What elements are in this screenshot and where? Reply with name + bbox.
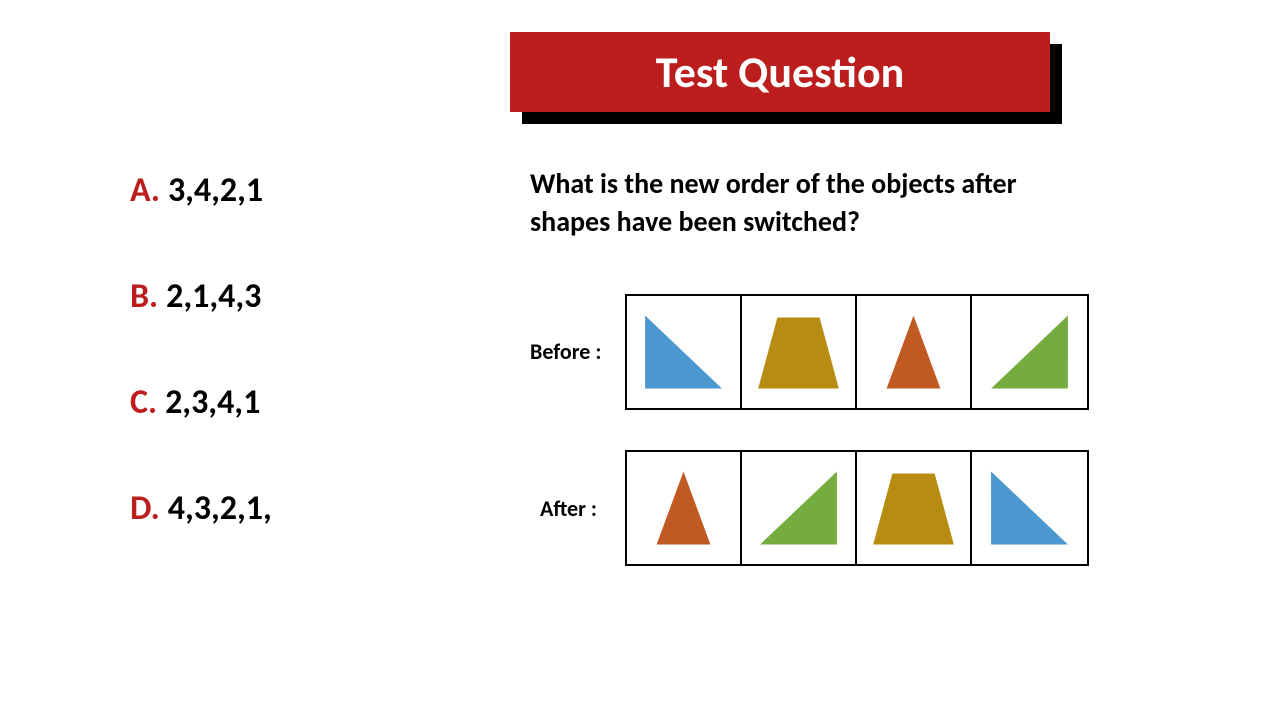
option-letter: D. (130, 488, 160, 529)
shape-cell (857, 452, 972, 564)
option-letter: B. (130, 276, 158, 317)
slide-root: { "title": { "text": "Test Question", "b… (0, 0, 1280, 720)
answer-option[interactable]: C.2,3,4,1 (130, 382, 272, 423)
shape-cell (627, 296, 742, 408)
shape-cell (742, 452, 857, 564)
triangle-right-blue-icon (980, 460, 1079, 556)
title-banner: Test Question (510, 32, 1050, 112)
answer-option[interactable]: D.4,3,2,1, (130, 488, 272, 529)
shape-cell (627, 452, 742, 564)
trapezoid-olive-icon (864, 460, 963, 556)
shape-cell (742, 296, 857, 408)
option-text: 2,3,4,1 (165, 382, 260, 423)
triangle-left-green-icon (980, 304, 1079, 400)
triangle-left-green-icon (749, 460, 848, 556)
after-shape-row (625, 450, 1089, 566)
after-label: After : (540, 495, 597, 522)
option-text: 2,1,4,3 (166, 276, 261, 317)
option-text: 3,4,2,1 (168, 170, 263, 211)
answer-option[interactable]: B.2,1,4,3 (130, 276, 272, 317)
question-text: What is the new order of the objects aft… (530, 165, 1090, 241)
option-letter: C. (130, 382, 157, 423)
triangle-right-blue-icon (634, 304, 733, 400)
answer-option[interactable]: A.3,4,2,1 (130, 170, 272, 211)
shape-cell (857, 296, 972, 408)
title-text: Test Question (656, 45, 904, 99)
answer-options: A.3,4,2,1 B.2,1,4,3 C.2,3,4,1 D.4,3,2,1, (130, 170, 272, 529)
triangle-iso-orange-icon (634, 460, 733, 556)
triangle-iso-orange-icon (864, 304, 963, 400)
shape-cell (972, 296, 1087, 408)
trapezoid-olive-icon (749, 304, 848, 400)
before-shape-row (625, 294, 1089, 410)
before-label: Before : (530, 338, 601, 365)
option-letter: A. (130, 170, 160, 211)
shape-cell (972, 452, 1087, 564)
option-text: 4,3,2,1, (168, 488, 272, 529)
